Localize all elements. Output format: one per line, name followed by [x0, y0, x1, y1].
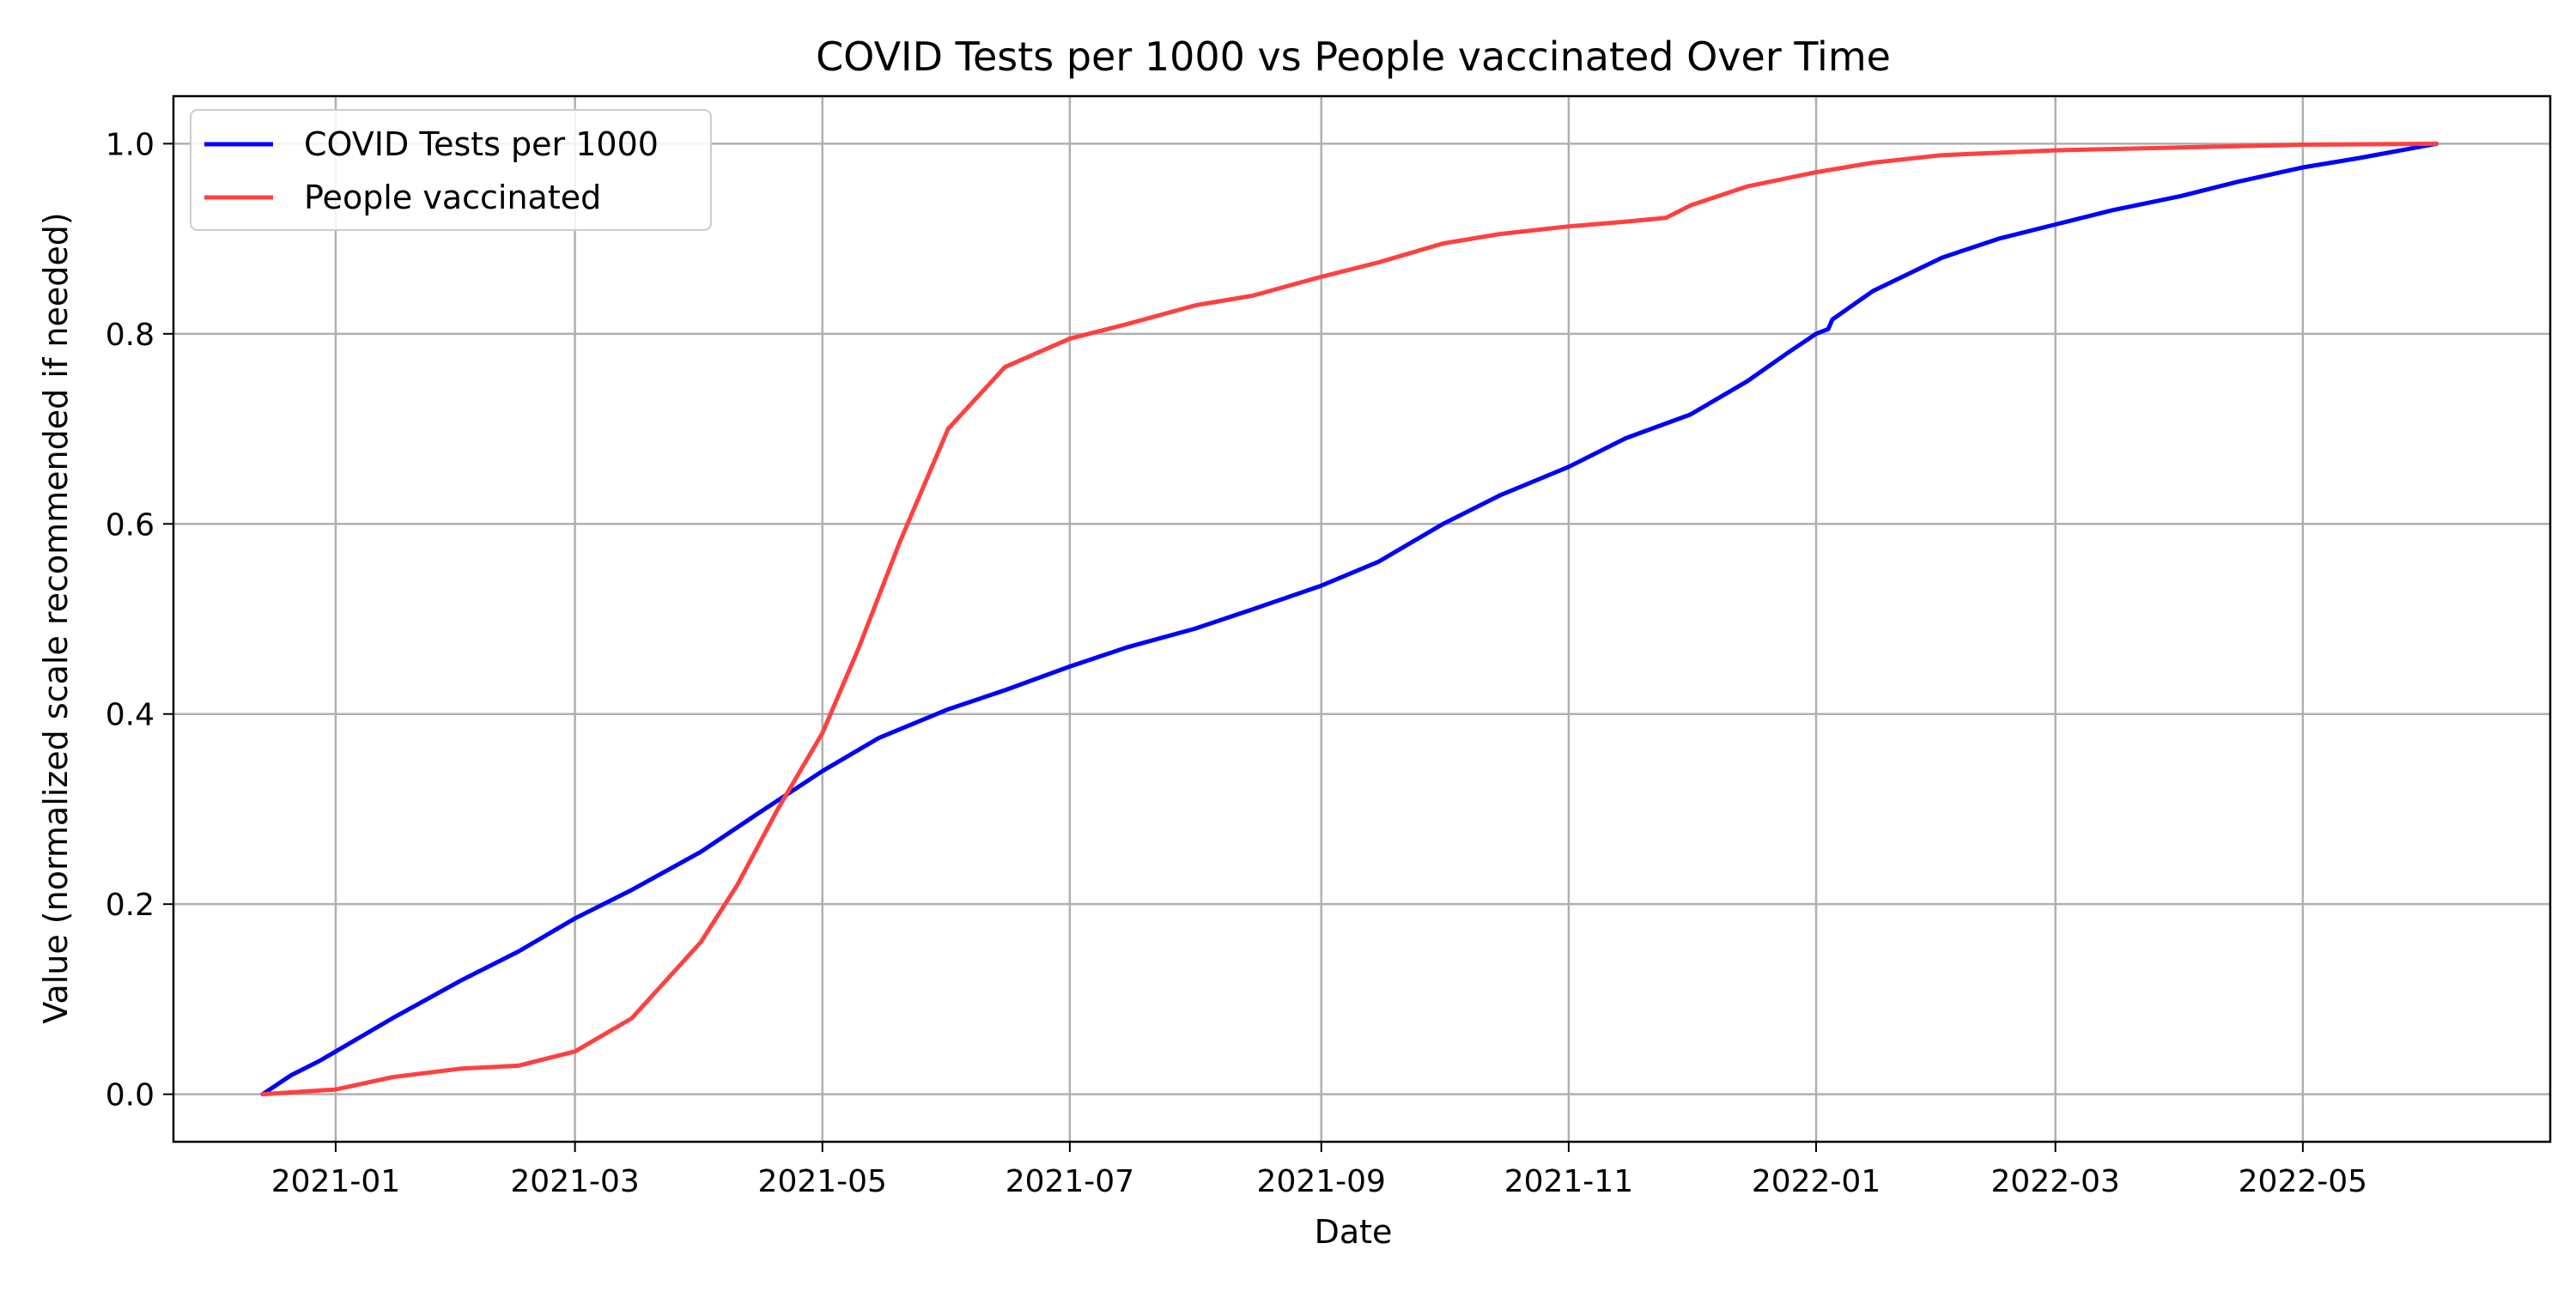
x-axis-label: Date — [1315, 1213, 1393, 1251]
series-line-people-vaccinated — [260, 141, 2439, 1097]
y-tick-label: 0.4 — [106, 698, 155, 733]
x-tick-label: 2021-05 — [758, 1164, 887, 1199]
y-axis-ticks: 0.0 0.2 0.4 0.6 0.8 1.0 — [106, 127, 173, 1113]
x-tick-label: 2022-01 — [1752, 1164, 1880, 1199]
legend-label-people-vaccinated: People vaccinated — [304, 179, 601, 216]
plot-frame — [172, 94, 2552, 1143]
chart-title: COVID Tests per 1000 vs People vaccinate… — [816, 33, 1891, 80]
x-tick-label: 2021-03 — [510, 1164, 639, 1199]
y-tick-label: 0.2 — [106, 888, 155, 923]
y-tick-label: 0.0 — [106, 1078, 155, 1113]
y-axis-label: Value (normalized scale recommended if n… — [37, 212, 75, 1023]
x-tick-label: 2021-01 — [271, 1164, 400, 1199]
series-lines — [260, 141, 2439, 1097]
grid — [173, 96, 2550, 1142]
x-tick-label: 2022-05 — [2239, 1164, 2367, 1199]
x-axis-ticks: 2021-01 2021-03 2021-05 2021-07 2021-09 2021-… — [271, 1142, 2367, 1199]
legend-box — [190, 109, 712, 231]
x-tick-label: 2021-07 — [1005, 1164, 1134, 1199]
series-line-covid-tests-per-1000 — [260, 141, 2439, 1097]
legend-label-covid-tests: COVID Tests per 1000 — [304, 125, 659, 163]
x-tick-label: 2021-09 — [1257, 1164, 1386, 1199]
y-tick-label: 1.0 — [106, 127, 155, 162]
x-tick-label: 2021-11 — [1504, 1164, 1633, 1199]
y-tick-label: 0.8 — [106, 318, 155, 353]
legend: COVID Tests per 1000 People vaccinated — [190, 109, 712, 231]
x-tick-label: 2022-03 — [1991, 1164, 2120, 1199]
y-tick-label: 0.6 — [106, 507, 155, 543]
